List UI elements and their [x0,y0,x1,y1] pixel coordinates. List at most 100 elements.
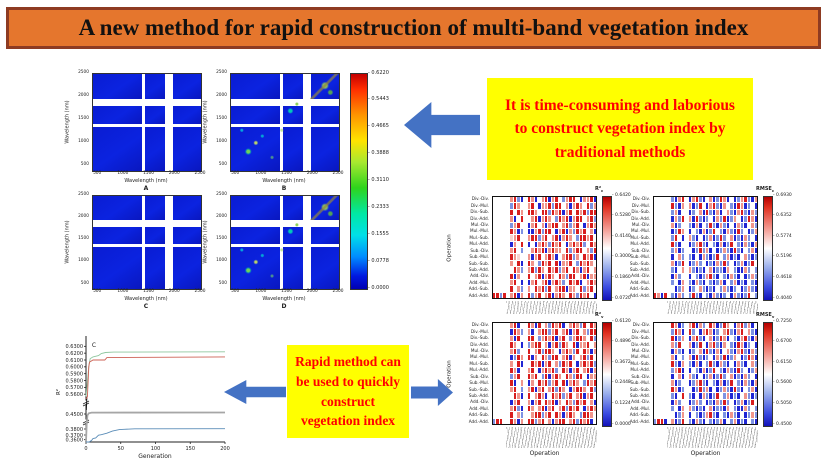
heatmap-cell [654,348,657,354]
heatmap-cell [569,241,572,247]
heatmap-cell [513,386,517,393]
operation-row-label: Mul.-Sub. [469,234,489,240]
heatmap-cell [681,386,685,393]
heatmap-cell [590,380,593,386]
heatmap-cell [730,380,733,386]
heatmap-cell [744,209,747,216]
heatmap-cell [726,342,730,348]
heatmap-cell [538,254,541,260]
heatmap-cell [499,329,503,335]
heatmap-cell [593,203,596,209]
heatmap-cell [493,348,496,354]
heatmap-cell [719,323,723,329]
heatmap-cell [510,235,513,241]
heatmap-cell [726,260,730,267]
heatmap-cell [692,279,695,286]
heatmap-cell [538,418,541,424]
heatmap-cell [558,393,562,399]
heatmap-cell [527,367,531,373]
heatmap-cell [541,292,544,298]
heatmap-block [93,196,142,220]
heatmap-cell [747,380,751,386]
heatmap-cell [685,329,688,335]
heatmap-cell [510,286,513,292]
heatmap-cell [688,248,692,254]
heatmap-cell [527,222,531,228]
heatmap-cell [671,374,674,380]
heatmap-cell [706,342,709,348]
heatmap-cell [583,412,586,418]
heatmap-cell [678,348,681,354]
heatmap-cell [740,354,744,361]
heatmap-cell [709,418,712,424]
heatmap-cell [590,248,593,254]
heatmap-cell [706,197,709,203]
heatmap-cell [678,399,681,405]
heatmap-cell [744,405,747,412]
heatmap-cell [730,342,733,348]
heatmap-cell [716,235,719,241]
operation-row-label: Div.-Add. [631,215,650,221]
heatmap-cell [754,209,757,216]
heatmap-cell [534,209,538,216]
heatmap-cell [558,273,562,279]
heatmap-cell [593,254,596,260]
heatmap-cell [503,399,506,405]
heatmap-cell [667,273,671,279]
heatmap-cell [510,329,513,335]
heatmap-cell [660,405,664,412]
y-axis-label: Wavelength (nm) [64,219,71,264]
heatmap-cell [747,267,751,273]
heatmap-cell [527,386,531,393]
heatmap-cell [499,342,503,348]
heatmap-cell [747,273,751,279]
heatmap-cell [572,216,576,222]
heatmap-cell [586,209,590,216]
heatmap-cell [551,241,555,247]
heatmap-block [145,196,166,220]
heatmap-cell [667,292,671,298]
heatmap-cell [520,203,524,209]
heatmap-cell [593,342,596,348]
heatmap-cell [688,228,692,235]
heatmap-cell [744,418,747,424]
heatmap-cell [531,254,534,260]
colorbar-tick-label: - 0.4500 [773,421,792,427]
heatmap-block [311,106,339,124]
heatmap-cell [506,367,510,373]
heatmap-cell [688,292,692,298]
operation-row-label: Add.-Div. [631,273,650,279]
heatmap-cell [576,374,579,380]
heatmap-cell [685,374,688,380]
heatmap-cell [579,248,583,254]
heatmap-cell [688,286,692,292]
heatmap-cell [692,273,695,279]
heatmap-cell [593,361,596,367]
heatmap-cell [733,399,737,405]
heatmap-cell [730,254,733,260]
heatmap-cell [520,222,524,228]
heatmap-cell [712,342,716,348]
heatmap-cell [517,216,520,222]
heatmap-cell [716,374,719,380]
heatmap-cell [520,197,524,203]
heatmap-cell [496,367,499,373]
operation-row-label: Sub.-Mul. [630,380,650,386]
heatmap-cell [593,235,596,241]
heatmap-cell [572,386,576,393]
axis-line [82,400,90,405]
heatmap-cell [499,292,503,298]
heatmap-cell [565,292,569,298]
heatmap-cell [685,197,688,203]
heatmap-cell [685,412,688,418]
heatmap-cell [667,260,671,267]
heatmap-cell [737,228,740,235]
heatmap-cell [678,380,681,386]
y-tick-label: 1500 [78,116,89,122]
heatmap-cell [737,203,740,209]
heatmap-cell [667,405,671,412]
heatmap-cell [534,405,538,412]
heatmap-cell [681,235,685,241]
heatmap-cell [493,203,496,209]
heatmap-cell [726,361,730,367]
